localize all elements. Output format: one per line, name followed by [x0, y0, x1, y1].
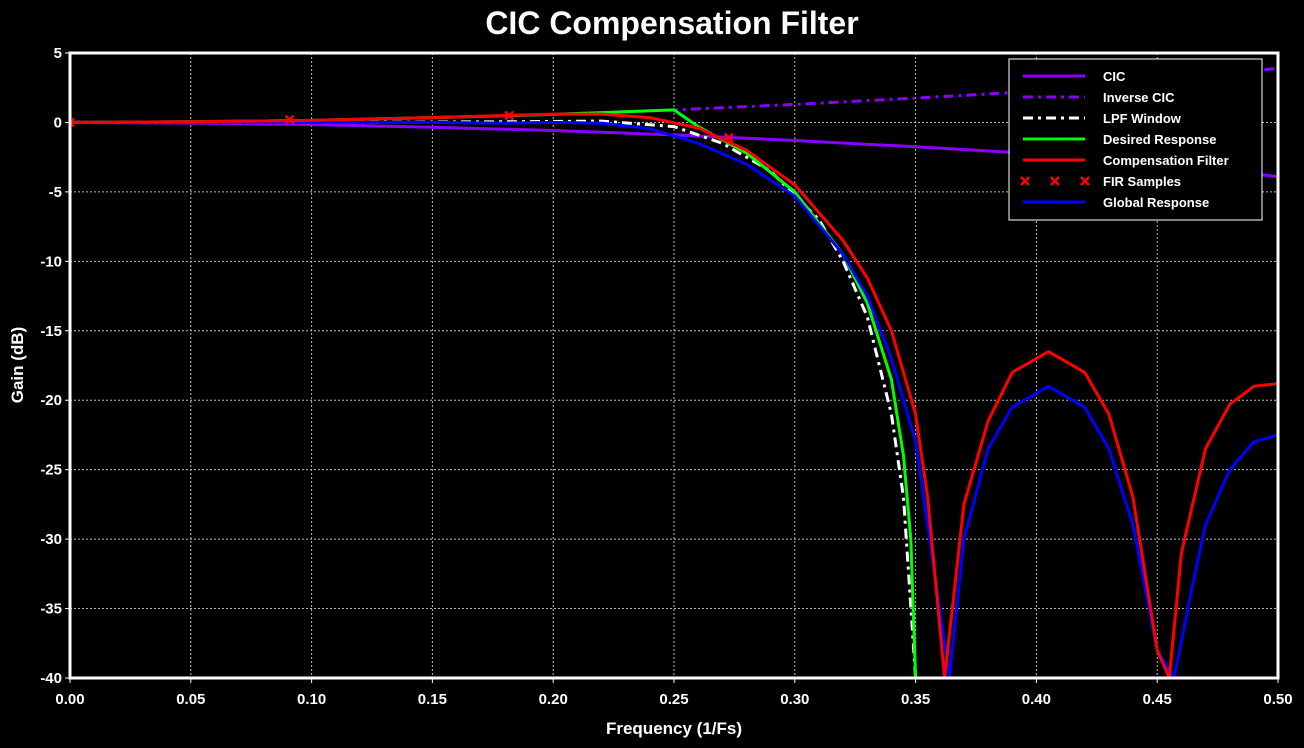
fir-sample-marker — [504, 110, 515, 121]
series-line-compensation-filter — [70, 112, 1278, 678]
x-tick-label: 0.50 — [1263, 691, 1292, 708]
legend-label: Compensation Filter — [1103, 153, 1229, 168]
y-tick-label: -10 — [40, 253, 62, 270]
y-tick-label: 0 — [54, 114, 62, 131]
legend-item-desired-response: Desired Response — [1023, 132, 1216, 147]
fir-sample-marker-stroke — [70, 120, 75, 128]
y-tick-label: -25 — [40, 462, 62, 479]
ticks: 0.00 0.05 0.10 0.15 0.20 0.25 0.30 0.35 0.40 0.45… — [40, 45, 1292, 708]
y-tick-label: -20 — [40, 392, 62, 409]
x-tick-label: 0.05 — [176, 691, 205, 708]
y-tick-label: 5 — [54, 45, 62, 62]
legend-label: FIR Samples — [1103, 174, 1181, 189]
legend-item-cic: CIC — [1023, 69, 1126, 84]
y-tick-label: -5 — [49, 184, 62, 201]
fir-sample-marker-stroke — [504, 110, 515, 121]
fir-sample-marker — [70, 117, 75, 128]
legend-marker-stroke — [1020, 176, 1030, 186]
x-tick-label: 0.30 — [780, 691, 809, 708]
fir-sample-marker-stroke — [723, 132, 734, 143]
legend-item-fir-samples: FIR Samples — [1020, 174, 1181, 189]
x-tick-label: 0.45 — [1143, 691, 1172, 708]
y-tick-label: -15 — [40, 323, 62, 340]
x-tick-label: 0.20 — [539, 691, 568, 708]
chart-title: CIC Compensation Filter — [485, 5, 858, 41]
x-tick-label: 0.35 — [901, 691, 930, 708]
legend-label: Inverse CIC — [1103, 90, 1175, 105]
legend-marker-stroke — [1050, 176, 1060, 186]
y-axis-label: Gain (dB) — [8, 327, 27, 404]
fir-sample-marker — [284, 114, 295, 125]
fir-sample-marker-stroke — [284, 114, 295, 125]
series-line-global-response — [70, 120, 1278, 678]
x-axis-label: Frequency (1/Fs) — [606, 719, 742, 738]
legend-item-compensation-filter: Compensation Filter — [1023, 153, 1229, 168]
legend-label: Desired Response — [1103, 132, 1216, 147]
x-tick-label: 0.25 — [659, 691, 688, 708]
x-tick-label: 0.00 — [55, 691, 84, 708]
legend-label: LPF Window — [1103, 111, 1182, 126]
legend-item-global-response: Global Response — [1023, 195, 1209, 210]
legend-label: Global Response — [1103, 195, 1209, 210]
fir-sample-marker-stroke — [70, 117, 75, 125]
y-tick-label: -35 — [40, 601, 62, 618]
legend-item-lpf-window: LPF Window — [1023, 111, 1182, 126]
fir-sample-marker — [723, 132, 734, 143]
y-tick-label: -40 — [40, 670, 62, 687]
x-tick-label: 0.40 — [1022, 691, 1051, 708]
x-tick-label: 0.10 — [297, 691, 326, 708]
x-tick-label: 0.15 — [418, 691, 447, 708]
y-tick-label: -30 — [40, 531, 62, 548]
legend: CIC Inverse CIC LPF Window Desired Response… — [1008, 58, 1263, 221]
legend-label: CIC — [1103, 69, 1126, 84]
legend-item-inverse-cic: Inverse CIC — [1023, 90, 1175, 105]
legend-marker-stroke — [1080, 176, 1090, 186]
